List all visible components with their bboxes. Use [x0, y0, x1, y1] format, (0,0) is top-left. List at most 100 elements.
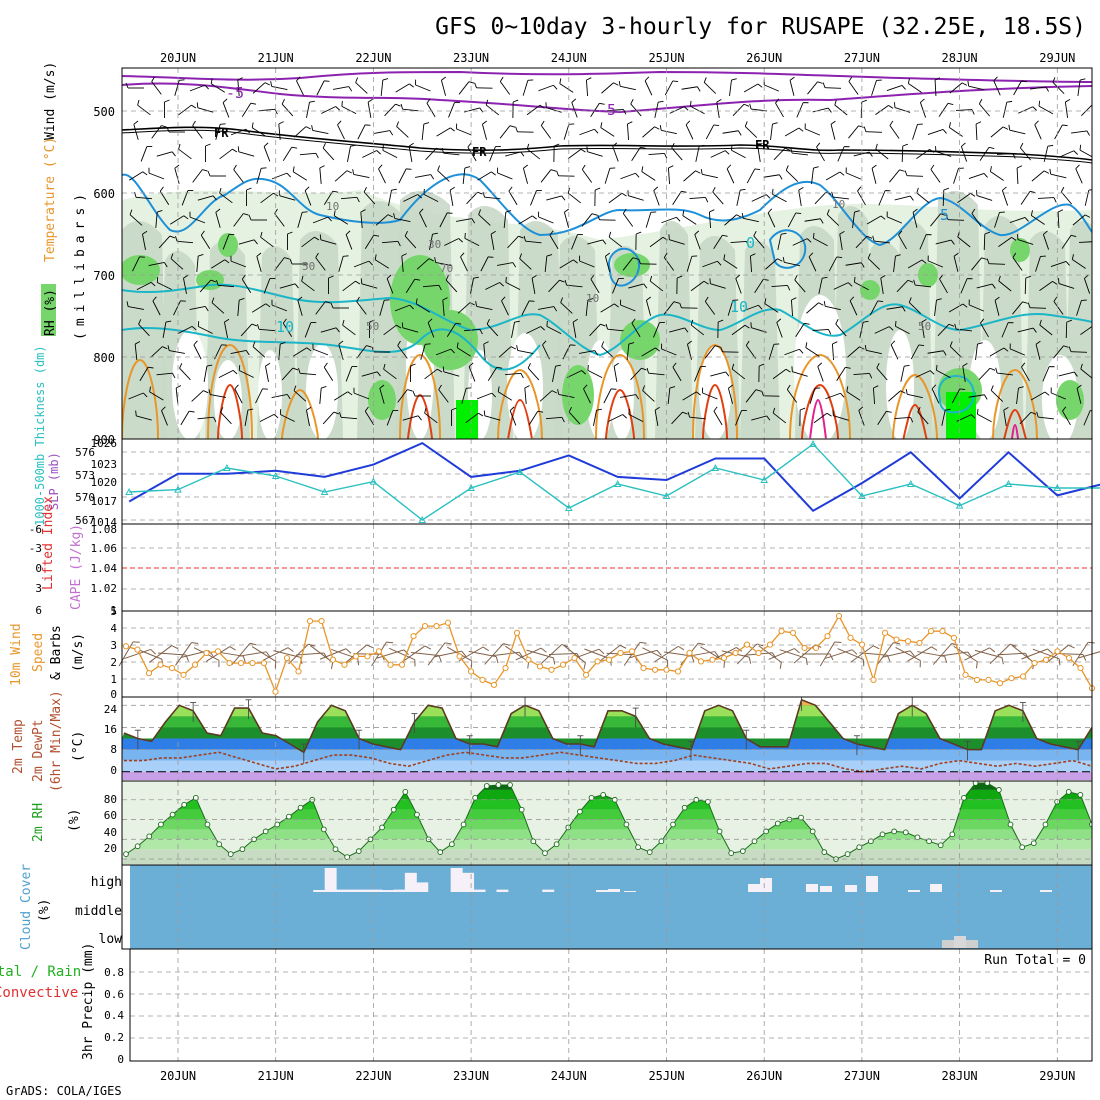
barb-feather [488, 256, 494, 258]
barb-shaft [476, 392, 493, 400]
barb-shaft [517, 350, 534, 354]
barb-feather [696, 391, 701, 396]
wind-barb [173, 300, 186, 316]
barb-shaft [889, 125, 900, 139]
wind-barb [587, 364, 603, 379]
ylabel-temp-b: 2m DewPt [31, 719, 46, 782]
barb-shaft [784, 348, 800, 356]
barb-feather [764, 298, 767, 304]
barb-feather [564, 208, 570, 213]
wind-barb [422, 284, 442, 291]
wind-barb [799, 407, 806, 427]
barb-shaft [353, 260, 370, 268]
barb-feather [1047, 648, 1053, 654]
barb-shaft [322, 147, 335, 161]
barb-shaft [837, 146, 845, 162]
bottom-date-label: 22JUN [355, 1069, 391, 1083]
barb-feather [631, 318, 636, 324]
wind-barb [593, 408, 602, 426]
barb-shaft [968, 172, 985, 180]
wind10m-barb [1054, 653, 1087, 661]
wind10m-barb [118, 641, 140, 667]
barb-feather [229, 646, 236, 651]
wind-barb [886, 211, 903, 224]
wind-barb [1016, 386, 1024, 404]
barb-feather [175, 385, 182, 389]
barb-feather [1030, 210, 1033, 216]
barb-feather [868, 151, 873, 157]
barb-feather [975, 661, 978, 669]
contour-5 [122, 173, 1092, 247]
barb-feather [1030, 411, 1037, 415]
wind-barb [437, 165, 450, 182]
wind-barb [956, 414, 976, 422]
barb-feather [260, 231, 263, 238]
barb-feather [791, 297, 797, 301]
barb-shaft [279, 195, 296, 201]
wind-barb [1050, 387, 1067, 400]
barb-feather [731, 78, 737, 81]
barb-feather [789, 76, 795, 81]
barb-feather [274, 661, 277, 669]
barb-feather [699, 144, 705, 147]
wind-barb [559, 78, 574, 93]
barb-shaft [546, 107, 562, 113]
wind-barb [644, 76, 653, 96]
barb-shaft [380, 79, 384, 97]
barb-shaft [263, 278, 271, 294]
barb-feather [403, 649, 409, 656]
barb-feather [191, 104, 197, 109]
barb-feather [324, 80, 330, 82]
wind-barb [485, 282, 504, 290]
barb-feather [357, 658, 360, 666]
wind-barb [1072, 214, 1091, 226]
wind-barb [241, 274, 252, 294]
wind-barb [839, 230, 845, 250]
wind-barb [156, 277, 172, 290]
wind-barb [668, 234, 685, 245]
wind-barb [301, 275, 315, 292]
rh2m-marker [670, 821, 676, 828]
barb-shaft [845, 262, 862, 266]
barb-shaft [563, 124, 570, 140]
barb-feather [758, 363, 765, 367]
wind-barb [628, 408, 644, 423]
barb-feather [1044, 391, 1050, 396]
wind-barb [345, 230, 353, 250]
wind10m-marker [329, 656, 337, 663]
barb-shaft [1016, 388, 1019, 404]
barb-feather [602, 239, 607, 245]
barb-shaft [559, 83, 574, 93]
wind10m-marker [985, 676, 992, 683]
wind-barb [440, 76, 447, 96]
wind-barb [878, 190, 891, 206]
barb-feather [414, 278, 421, 281]
barb-shaft [279, 283, 296, 289]
wind-barb [545, 102, 562, 113]
barb-feather [1003, 347, 1009, 352]
barb-feather [971, 109, 975, 115]
barb-feather [829, 653, 834, 661]
wind-barb [271, 172, 291, 180]
barb-feather [191, 326, 197, 331]
barb-shaft [726, 168, 735, 184]
wind-barb [338, 255, 349, 272]
barb-shaft [438, 389, 449, 403]
wind-barb [579, 128, 599, 136]
barb-shaft [1030, 86, 1046, 90]
barb-feather [441, 147, 444, 154]
barb-shaft [787, 212, 797, 228]
wind-barb [919, 234, 932, 250]
thickness-marker [223, 463, 231, 471]
barb-shaft [629, 649, 658, 659]
wind-barb [151, 125, 167, 139]
barb-shaft [456, 218, 472, 222]
wind-barb [531, 274, 537, 294]
barb-shaft [203, 366, 208, 382]
barb-feather [237, 77, 243, 81]
barb-feather [748, 657, 752, 664]
rh-band [122, 809, 1092, 820]
wind-barb [713, 234, 728, 249]
barb-feather [306, 406, 312, 411]
barb-feather [419, 208, 424, 214]
